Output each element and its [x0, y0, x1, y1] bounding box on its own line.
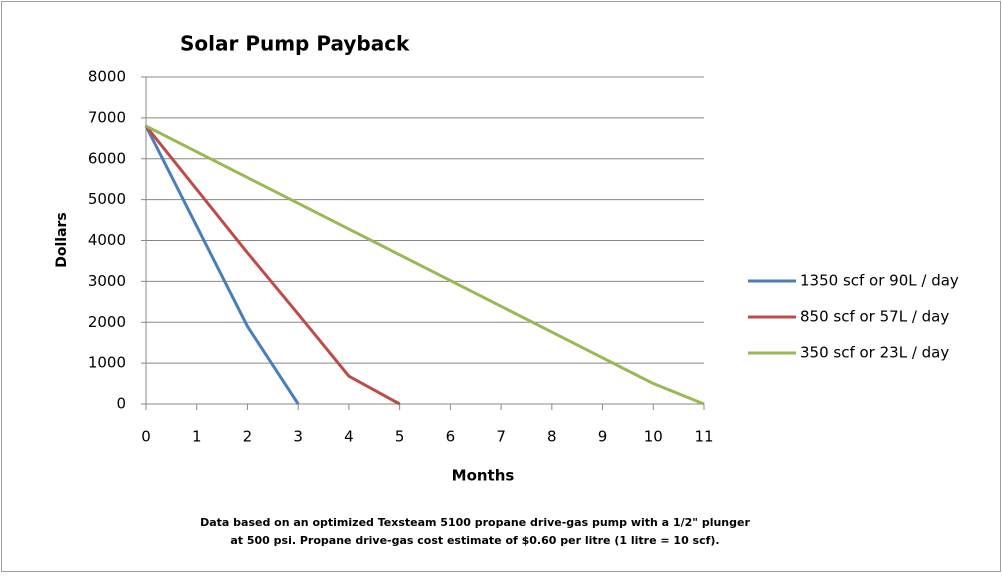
x-tick-label: 5: [395, 428, 405, 446]
series-line: [144, 125, 300, 405]
x-tick-label: 2: [243, 428, 253, 446]
x-tick-label: 9: [598, 428, 608, 446]
y-axis-label: Dollars: [54, 212, 70, 268]
x-tick-label: 0: [141, 428, 151, 446]
series-line: [145, 124, 705, 406]
legend-label: 350 scf or 23L / day: [800, 344, 949, 362]
series-line: [144, 125, 401, 406]
x-tick-label: 4: [344, 428, 354, 446]
x-tick-label: 3: [293, 428, 303, 446]
y-tick-label: 0: [116, 395, 126, 413]
x-tick-label: 11: [694, 428, 713, 446]
y-tick-label: 7000: [88, 108, 126, 126]
y-tick-label: 2000: [88, 313, 126, 331]
legend-label: 1350 scf or 90L / day: [800, 272, 959, 290]
footnote: at 500 psi. Propane drive-gas cost estim…: [230, 534, 719, 547]
footnote: Data based on an optimized Texsteam 5100…: [200, 516, 750, 529]
y-tick-label: 6000: [88, 149, 126, 167]
chart-title: Solar Pump Payback: [180, 32, 410, 56]
x-axis-label: Months: [452, 467, 515, 485]
x-tick-label: 8: [547, 428, 557, 446]
y-tick-label: 5000: [88, 190, 126, 208]
y-tick-label: 8000: [88, 68, 126, 86]
x-tick-label: 7: [496, 428, 506, 446]
y-tick-label: 3000: [88, 272, 126, 290]
legend-label: 850 scf or 57L / day: [800, 308, 949, 326]
x-tick-label: 10: [644, 428, 663, 446]
y-tick-label: 4000: [88, 231, 126, 249]
y-tick-label: 1000: [88, 354, 126, 372]
x-tick-label: 6: [446, 428, 456, 446]
x-tick-label: 1: [192, 428, 202, 446]
